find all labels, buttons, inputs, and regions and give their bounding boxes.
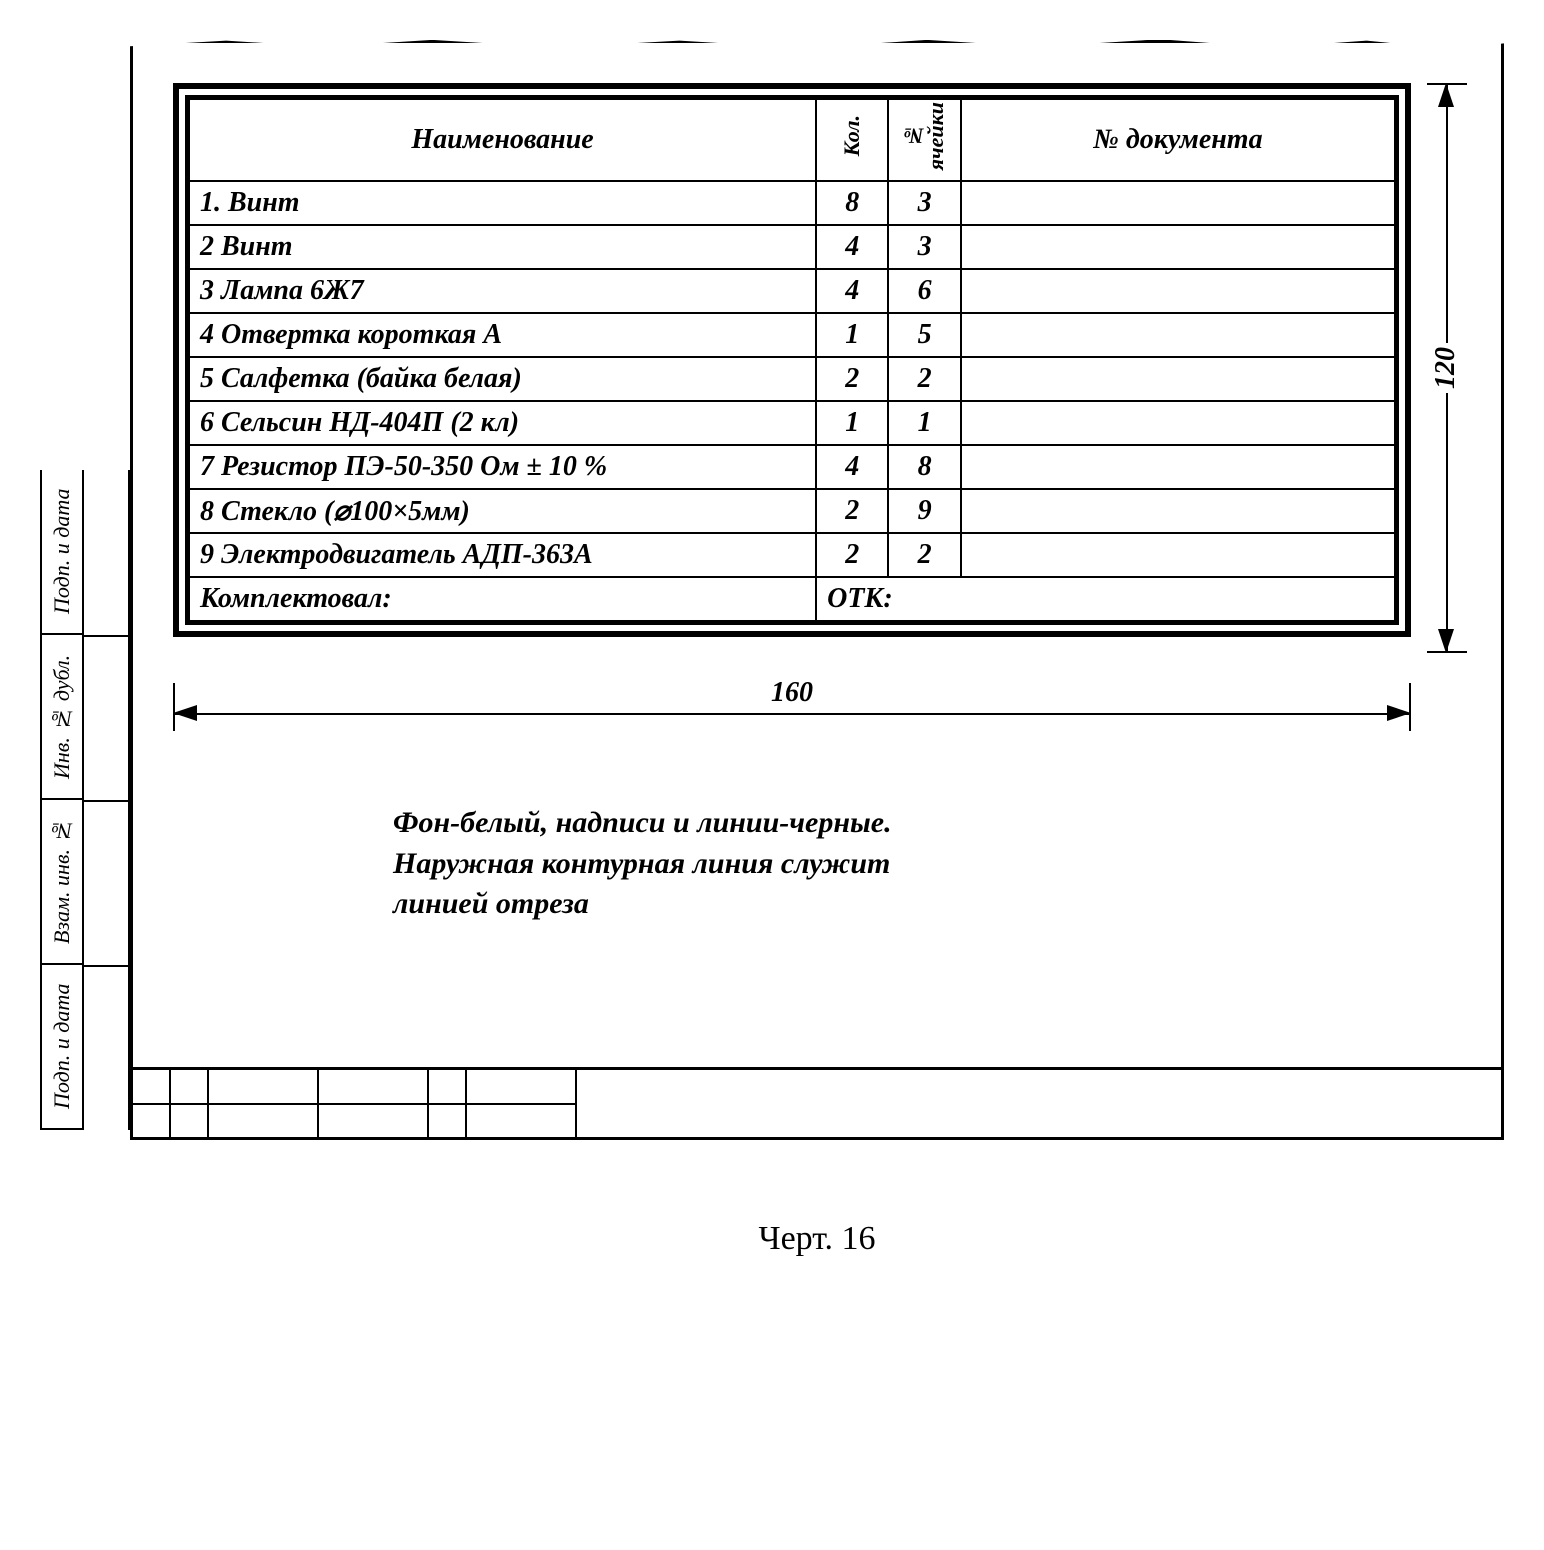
table-row: 1. Винт83: [189, 181, 1395, 225]
cell-yach: 2: [888, 533, 960, 577]
side-label-1: Подп. и дата: [40, 470, 84, 635]
note-line-2: Наружная контурная линия служит: [393, 844, 892, 885]
th-kol: Кол.: [841, 115, 863, 156]
cell-name: 6 Сельсин НД-404П (2 кл): [189, 401, 816, 445]
cell-name: 7 Резистор ПЭ-50-350 Ом ± 10 %: [189, 445, 816, 489]
spec-table-outer: Наименование Кол. № ячейки № документа 1…: [173, 83, 1411, 637]
cell-name: 4 Отвертка короткая А: [189, 313, 816, 357]
cell-kol: 4: [816, 445, 888, 489]
spec-table: Наименование Кол. № ячейки № документа 1…: [188, 98, 1396, 622]
cell-name: 9 Электродвигатель АДП-363А: [189, 533, 816, 577]
dimension-width-value: 160: [762, 677, 822, 709]
note: Фон-белый, надписи и линии-черные. Наруж…: [393, 803, 892, 925]
drawing-frame: Наименование Кол. № ячейки № документа 1…: [130, 40, 1504, 1140]
figure-caption: Черт. 16: [130, 1220, 1504, 1258]
table-row: 4 Отвертка короткая А15: [189, 313, 1395, 357]
table-row: 3 Лампа 6Ж746: [189, 269, 1395, 313]
cell-name: 3 Лампа 6Ж7: [189, 269, 816, 313]
cell-yach: 3: [888, 225, 960, 269]
cell-name: 8 Стекло (⌀100×5мм): [189, 489, 816, 533]
th-doc: № документа: [961, 99, 1395, 181]
cell-doc: [961, 181, 1395, 225]
cell-name: 5 Салфетка (байка белая): [189, 357, 816, 401]
table-row: 2 Винт43: [189, 225, 1395, 269]
cell-yach: 2: [888, 357, 960, 401]
side-label-3: Взам. инв. №: [40, 800, 84, 965]
table-row: 9 Электродвигатель АДП-363А22: [189, 533, 1395, 577]
cell-kol: 2: [816, 489, 888, 533]
cell-doc: [961, 225, 1395, 269]
table-row: 5 Салфетка (байка белая)22: [189, 357, 1395, 401]
page: Подп. и дата Инв. № дубл. Взам. инв. № П…: [40, 40, 1504, 1258]
cell-doc: [961, 489, 1395, 533]
cell-kol: 4: [816, 225, 888, 269]
dimension-height: 120: [1421, 83, 1471, 653]
table-row: 7 Резистор ПЭ-50-350 Ом ± 10 %48: [189, 445, 1395, 489]
cell-yach: 1: [888, 401, 960, 445]
cell-yach: 8: [888, 445, 960, 489]
cell-name: 1. Винт: [189, 181, 816, 225]
cell-yach: 3: [888, 181, 960, 225]
cell-doc: [961, 533, 1395, 577]
table-row: 8 Стекло (⌀100×5мм)29: [189, 489, 1395, 533]
cell-doc: [961, 357, 1395, 401]
dimension-width: 160: [173, 683, 1411, 743]
cell-kol: 1: [816, 401, 888, 445]
cell-name: 2 Винт: [189, 225, 816, 269]
side-label-4: Подп. и дата: [40, 965, 84, 1130]
note-line-1: Фон-белый, надписи и линии-черные.: [393, 803, 892, 844]
footer-row: Комплектовал: ОТК:: [189, 577, 1395, 621]
torn-edge: [130, 35, 1504, 49]
title-block: [133, 1067, 1501, 1137]
cell-yach: 9: [888, 489, 960, 533]
cell-kol: 4: [816, 269, 888, 313]
cell-kol: 2: [816, 533, 888, 577]
cell-kol: 2: [816, 357, 888, 401]
cell-doc: [961, 401, 1395, 445]
binding-margin: Подп. и дата Инв. № дубл. Взам. инв. № П…: [40, 470, 130, 1130]
cell-yach: 5: [888, 313, 960, 357]
cell-kol: 8: [816, 181, 888, 225]
cell-yach: 6: [888, 269, 960, 313]
table-row: 6 Сельсин НД-404П (2 кл)11: [189, 401, 1395, 445]
cell-doc: [961, 445, 1395, 489]
cell-kol: 1: [816, 313, 888, 357]
cell-doc: [961, 269, 1395, 313]
side-label-2: Инв. № дубл.: [40, 635, 84, 800]
th-yach: № ячейки: [903, 102, 947, 170]
th-name: Наименование: [189, 99, 816, 181]
dimension-height-value: 120: [1430, 343, 1462, 393]
footer-left: Комплектовал:: [200, 583, 805, 615]
footer-right: ОТК:: [816, 577, 1395, 621]
note-line-3: линией отреза: [393, 884, 892, 925]
cell-doc: [961, 313, 1395, 357]
